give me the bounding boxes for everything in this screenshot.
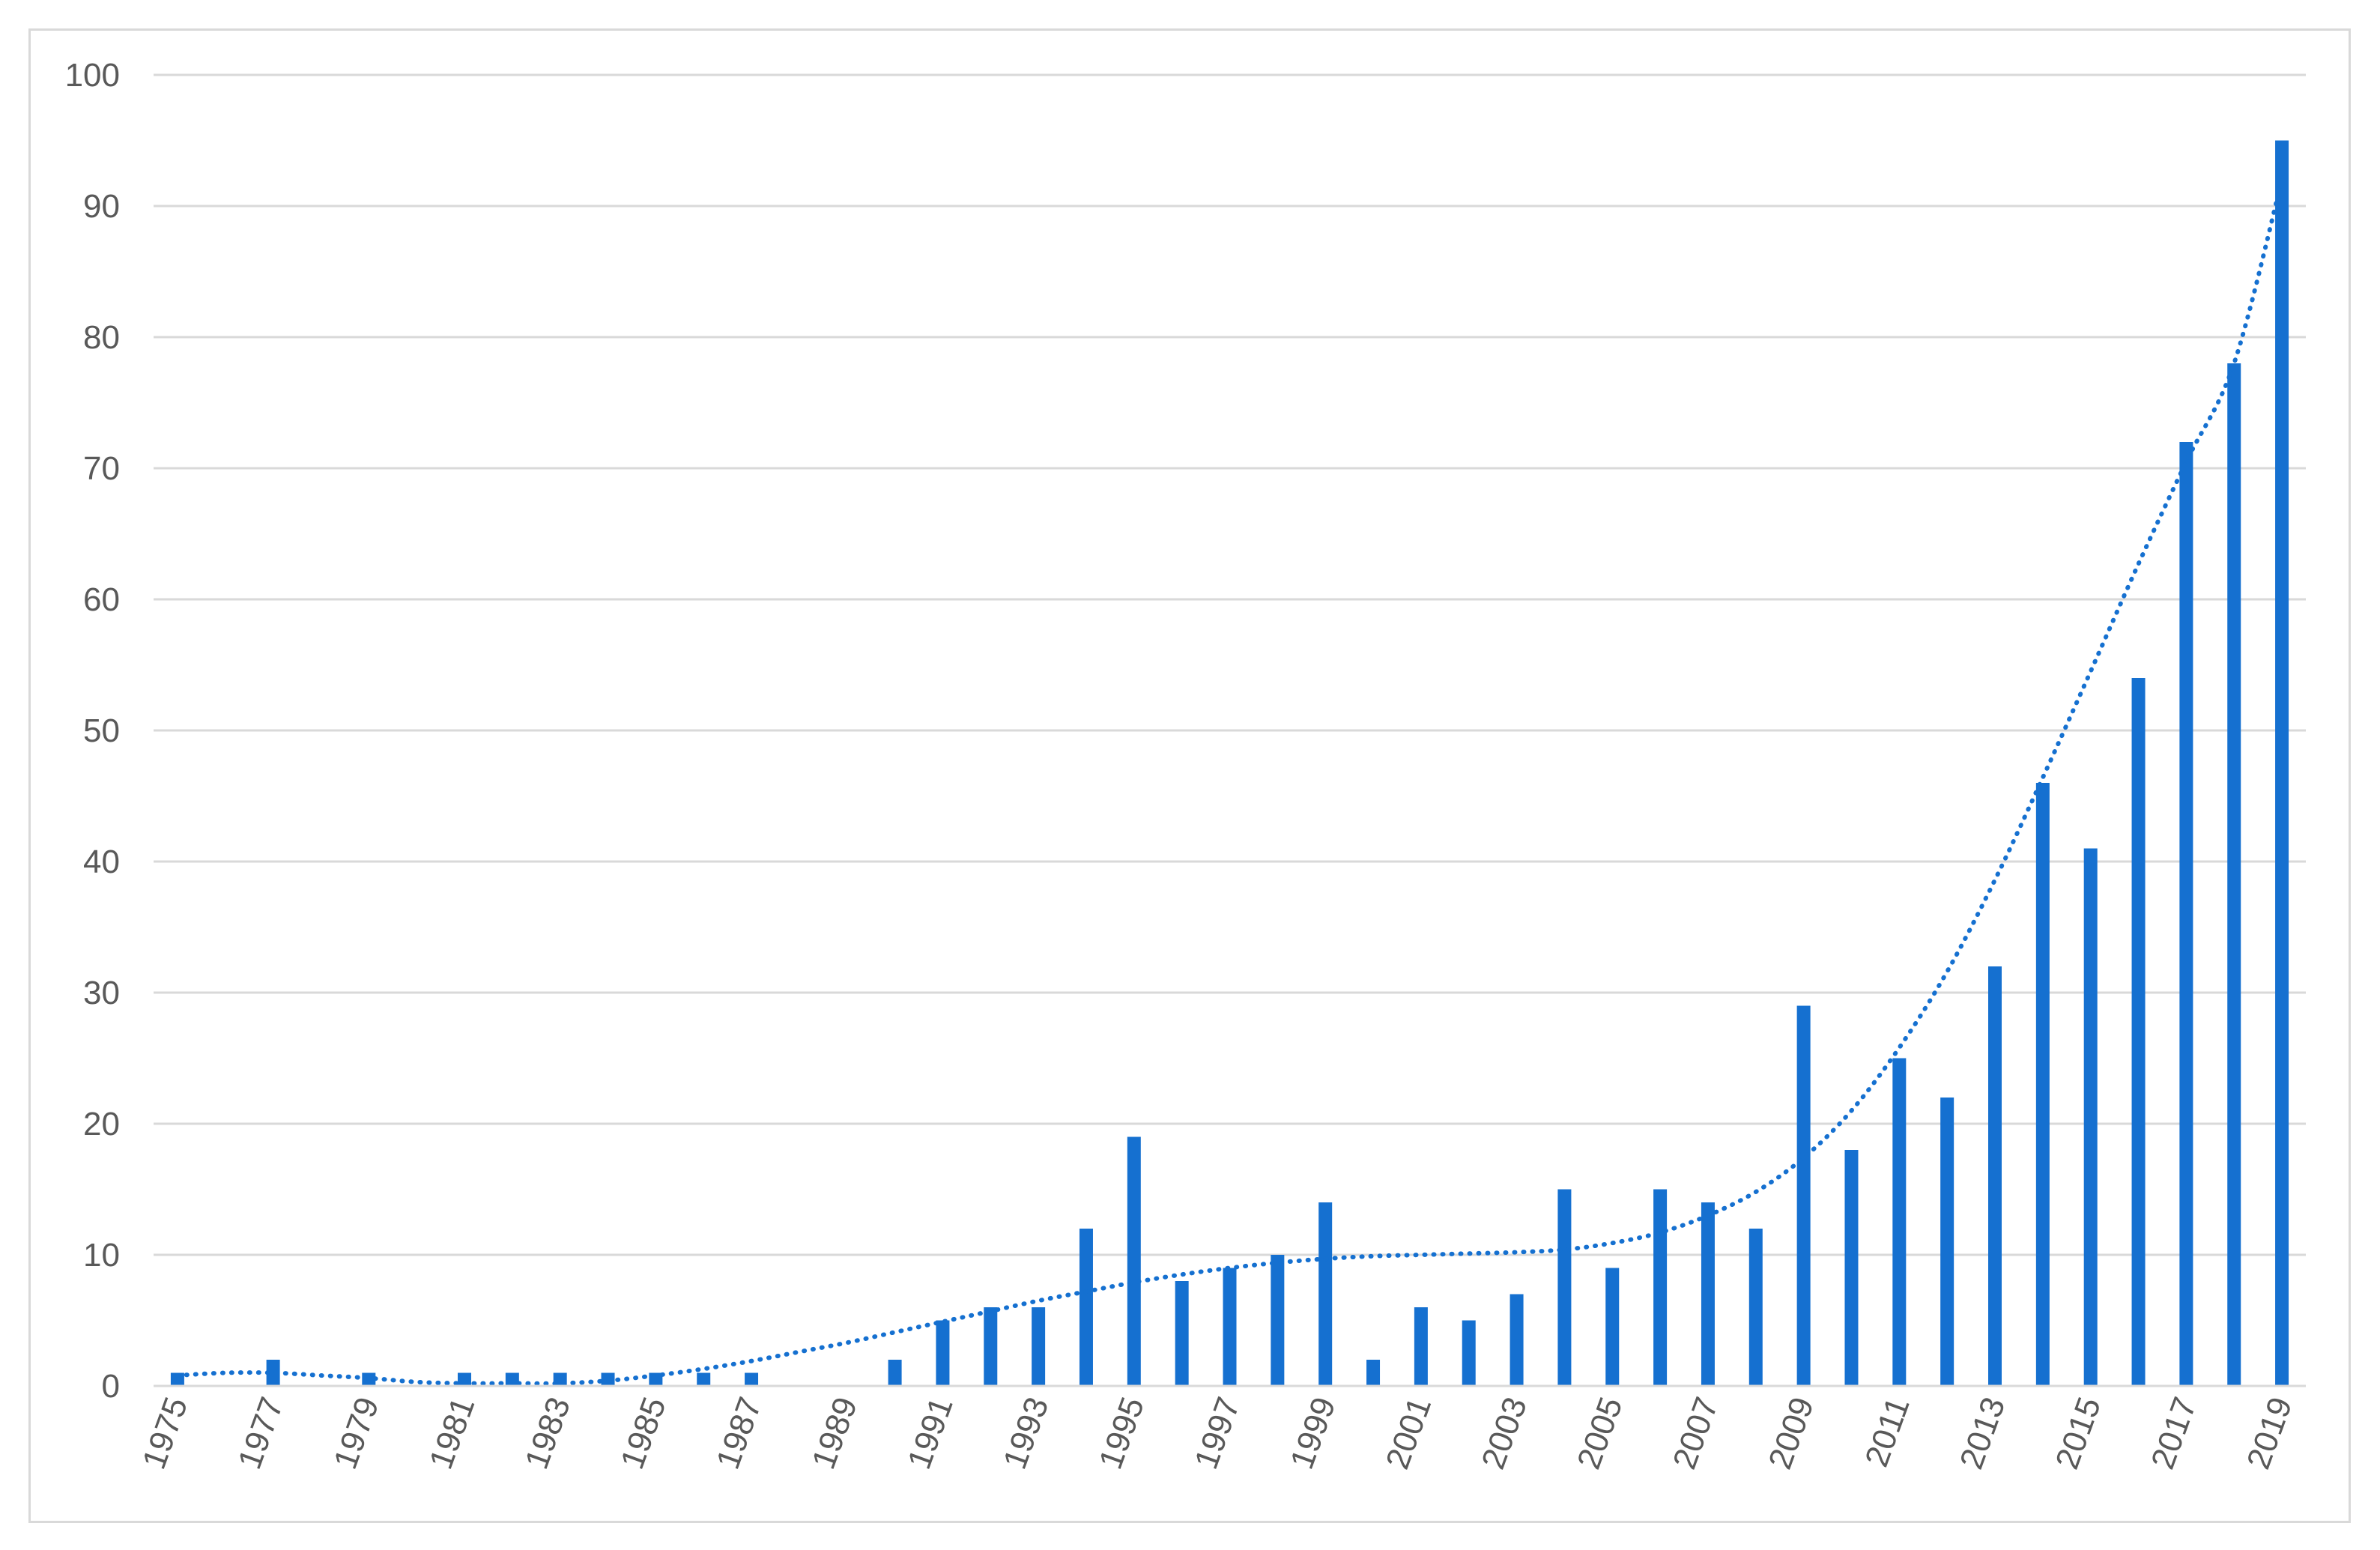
bar (1366, 1360, 1381, 1386)
bar (1127, 1136, 1141, 1386)
bar (1414, 1307, 1428, 1386)
x-tick-label: 2011 (1858, 1393, 1916, 1472)
x-tick-label: 2013 (1953, 1393, 2013, 1474)
bar (2083, 848, 2098, 1386)
x-tick-label: 2007 (1666, 1393, 1726, 1474)
bars (170, 140, 2289, 1386)
bar (1988, 966, 2002, 1386)
bar (1748, 1229, 1763, 1386)
x-tick-label: 2019 (2240, 1393, 2300, 1474)
y-tick-label: 10 (83, 1237, 120, 1274)
x-tick-label: 2015 (2049, 1393, 2109, 1474)
bar (2035, 783, 2050, 1386)
bar (2131, 678, 2146, 1386)
bar (1796, 1005, 1811, 1386)
y-tick-label: 0 (102, 1368, 120, 1405)
x-tick-label: 1987 (709, 1393, 769, 1474)
x-tick-label: 2003 (1474, 1393, 1534, 1474)
x-tick-label: 1995 (1092, 1393, 1152, 1474)
y-tick-label: 70 (83, 450, 120, 487)
x-tick-label: 1989 (805, 1393, 865, 1474)
y-tick-label: 50 (83, 712, 120, 749)
bar (266, 1360, 280, 1386)
bar (697, 1372, 711, 1386)
bar (2227, 363, 2241, 1386)
bar (1605, 1268, 1620, 1386)
bar (1223, 1268, 1237, 1386)
bar (1510, 1294, 1524, 1386)
bar (1701, 1202, 1715, 1386)
x-tick-label: 1975 (136, 1393, 196, 1474)
bar (1892, 1058, 1907, 1386)
x-tick-label: 2009 (1762, 1393, 1822, 1474)
bar (457, 1372, 471, 1386)
x-tick-label: 1983 (518, 1393, 578, 1474)
y-tick-label: 40 (83, 844, 120, 880)
bar (888, 1360, 902, 1386)
bar (1557, 1189, 1572, 1386)
bar (745, 1372, 759, 1386)
y-tick-label: 80 (83, 319, 120, 356)
bar (1653, 1189, 1668, 1386)
bar (170, 1372, 184, 1386)
bar (2179, 442, 2193, 1386)
x-tick-label: 1985 (614, 1393, 673, 1474)
y-tick-label: 90 (83, 188, 120, 225)
bar (1318, 1202, 1333, 1386)
bar (1079, 1229, 1093, 1386)
y-tick-label: 60 (83, 581, 120, 618)
y-tick-label: 30 (83, 975, 120, 1011)
bar (984, 1307, 998, 1386)
y-tick-label: 20 (83, 1106, 120, 1142)
x-tick-label: 1991 (900, 1393, 960, 1474)
trendline (175, 178, 2285, 1386)
bar (936, 1320, 950, 1386)
x-tick-label: 1981 (423, 1393, 482, 1474)
x-tick-label: 1997 (1187, 1393, 1247, 1474)
bar (1940, 1098, 1954, 1386)
gridlines (154, 73, 2306, 1256)
x-tick-label: 1993 (996, 1393, 1056, 1474)
bar (1462, 1320, 1476, 1386)
bar (1844, 1150, 1859, 1386)
x-tick-label: 1999 (1283, 1393, 1343, 1474)
bar (1032, 1307, 1046, 1386)
x-tick-label: 2017 (2144, 1393, 2204, 1474)
trendline-path (175, 178, 2285, 1386)
x-axis-ticks: 1975 1977 1979 1981 1983 1985 1987 1989 1991 1993… (136, 1393, 2300, 1474)
x-tick-label: 2005 (1570, 1393, 1630, 1474)
bar (2275, 140, 2289, 1386)
y-tick-label: 100 (65, 57, 120, 94)
bar (1271, 1255, 1285, 1386)
x-tick-label: 2001 (1379, 1393, 1439, 1474)
y-axis-ticks: 0 10 20 30 40 50 60 70 80 90 100 (65, 57, 120, 1405)
bar (1175, 1281, 1189, 1386)
x-tick-label: 1977 (231, 1393, 291, 1474)
x-tick-label: 1979 (327, 1393, 387, 1474)
